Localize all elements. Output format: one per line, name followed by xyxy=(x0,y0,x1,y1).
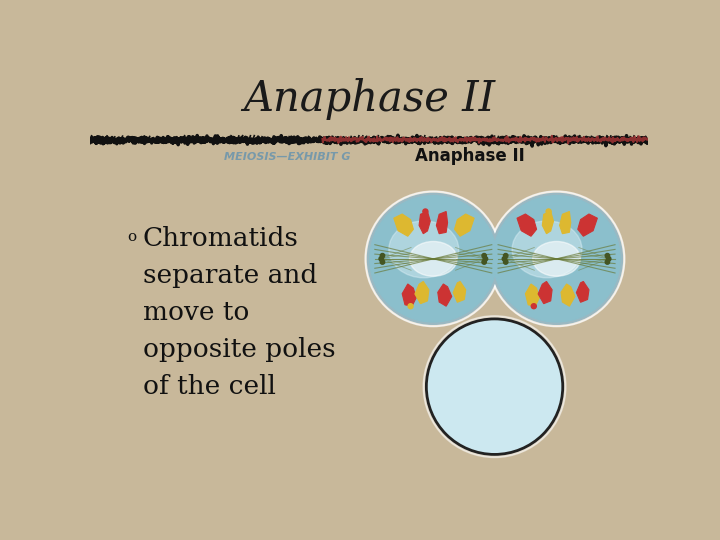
Circle shape xyxy=(483,256,487,261)
Circle shape xyxy=(606,253,610,258)
Circle shape xyxy=(503,253,508,258)
Text: Anaphase II: Anaphase II xyxy=(415,147,525,165)
Circle shape xyxy=(482,260,487,264)
Polygon shape xyxy=(517,214,536,236)
Circle shape xyxy=(380,260,384,264)
Text: Anaphase II: Anaphase II xyxy=(243,78,495,120)
Circle shape xyxy=(367,193,499,325)
Circle shape xyxy=(408,303,413,309)
Circle shape xyxy=(606,260,610,264)
Polygon shape xyxy=(454,214,474,236)
Polygon shape xyxy=(577,281,589,302)
Text: MEIOSIS—EXHIBIT G: MEIOSIS—EXHIBIT G xyxy=(225,152,351,162)
Circle shape xyxy=(423,209,428,214)
Ellipse shape xyxy=(389,221,459,278)
Polygon shape xyxy=(577,214,598,236)
Polygon shape xyxy=(415,281,429,303)
Text: o: o xyxy=(127,231,136,244)
Circle shape xyxy=(606,256,611,261)
Circle shape xyxy=(546,209,551,214)
Ellipse shape xyxy=(533,241,580,276)
Polygon shape xyxy=(561,284,575,306)
Polygon shape xyxy=(402,284,416,306)
Circle shape xyxy=(482,253,487,258)
Polygon shape xyxy=(559,212,571,234)
Circle shape xyxy=(426,319,563,455)
Polygon shape xyxy=(394,214,413,236)
Polygon shape xyxy=(438,284,451,306)
Polygon shape xyxy=(419,212,431,234)
Polygon shape xyxy=(436,212,448,234)
Circle shape xyxy=(380,253,384,258)
Circle shape xyxy=(493,195,620,322)
Circle shape xyxy=(531,303,536,309)
Circle shape xyxy=(503,256,507,261)
Ellipse shape xyxy=(410,241,457,276)
Circle shape xyxy=(423,316,566,457)
Circle shape xyxy=(370,195,497,322)
Circle shape xyxy=(503,260,508,264)
Polygon shape xyxy=(453,281,466,302)
Circle shape xyxy=(379,256,384,261)
Circle shape xyxy=(490,193,622,325)
Circle shape xyxy=(488,191,625,327)
Polygon shape xyxy=(542,212,554,234)
Text: Chromatids
separate and
move to
opposite poles
of the cell: Chromatids separate and move to opposite… xyxy=(143,226,336,400)
Circle shape xyxy=(365,191,502,327)
Ellipse shape xyxy=(512,221,582,278)
Polygon shape xyxy=(538,281,552,303)
Polygon shape xyxy=(526,284,539,306)
